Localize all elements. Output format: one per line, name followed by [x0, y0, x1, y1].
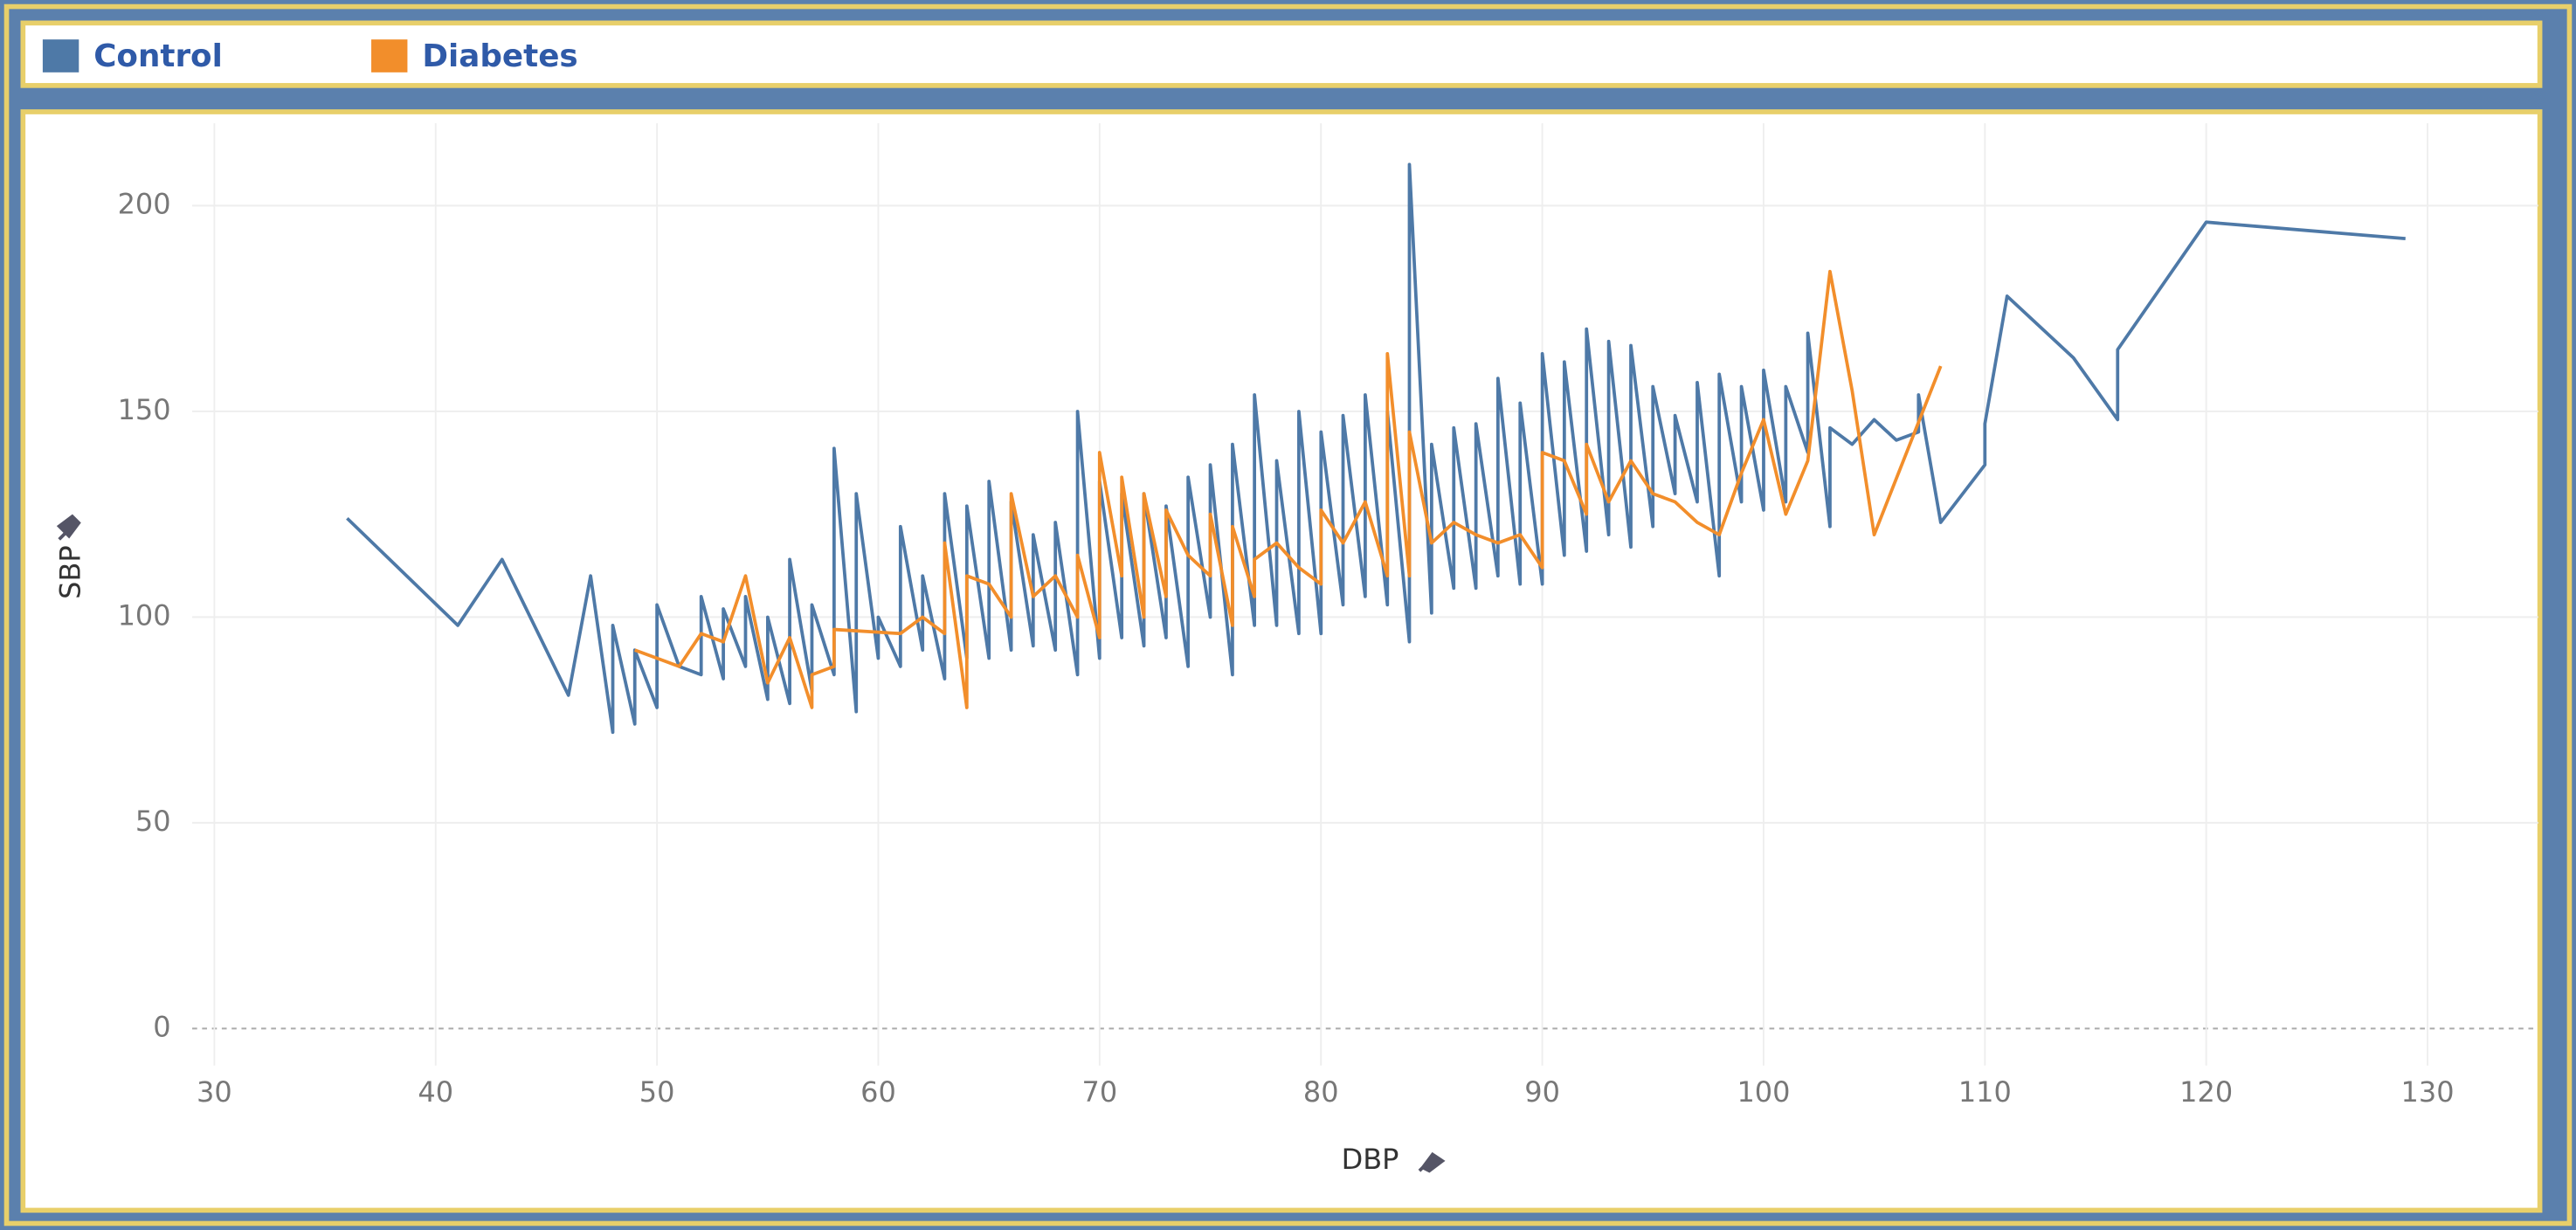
x-tick-label: 130 — [2401, 1075, 2455, 1109]
frame-border — [3, 3, 2573, 1227]
x-tick-label: 100 — [1737, 1075, 1790, 1109]
x-tick-label: 80 — [1303, 1075, 1339, 1109]
series-line — [634, 269, 1943, 709]
y-tick-label: 150 — [118, 393, 171, 426]
pin-icon — [56, 514, 81, 541]
x-tick-label: 110 — [1958, 1075, 2012, 1109]
x-tick-label: 60 — [860, 1075, 896, 1109]
y-axis-title: SBP — [54, 545, 87, 599]
legend: Control Diabetes — [42, 38, 578, 74]
x-tick-label: 90 — [1524, 1075, 1560, 1109]
x-tick-label: 120 — [2179, 1075, 2233, 1109]
legend-label: Control — [93, 38, 223, 74]
legend-box — [20, 20, 2543, 88]
legend-swatch — [371, 39, 408, 73]
y-tick-label: 50 — [135, 805, 171, 838]
legend-swatch — [42, 39, 79, 73]
x-tick-label: 30 — [197, 1075, 232, 1109]
pin-icon — [1418, 1151, 1446, 1173]
y-tick-label: 100 — [118, 598, 171, 632]
y-tick-label: 200 — [118, 187, 171, 220]
y-tick-label: 0 — [153, 1010, 170, 1043]
x-tick-label: 70 — [1082, 1075, 1118, 1109]
legend-label: Diabetes — [422, 38, 577, 74]
x-tick-label: 40 — [418, 1075, 453, 1109]
plot-panel — [20, 109, 2543, 1213]
x-axis-title: DBP — [1342, 1143, 1399, 1176]
plot-area: 0 50 100 150 200 30 40 50 60 70 80 90 100 110 120 130 — [118, 123, 2538, 1109]
x-tick-label: 50 — [639, 1075, 675, 1109]
